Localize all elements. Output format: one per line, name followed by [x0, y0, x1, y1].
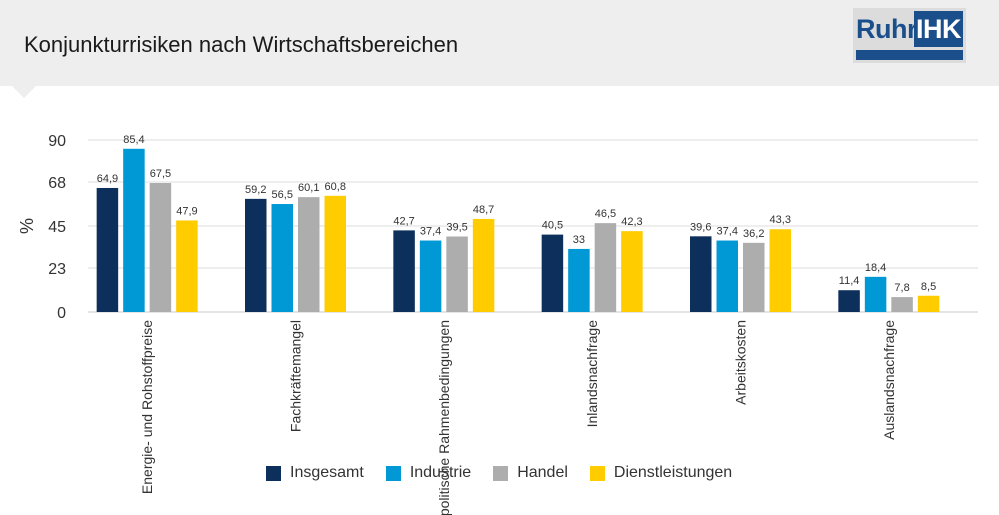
x-tick-label: Arbeitskosten [733, 320, 749, 405]
bar [393, 230, 415, 312]
y-tick-label: 0 [57, 305, 66, 322]
data-label: 56,5 [272, 189, 293, 201]
legend-item: Dienstleistungen [589, 464, 733, 482]
bar [176, 220, 198, 312]
header-notch [12, 86, 36, 98]
y-tick-label: 45 [48, 219, 66, 236]
data-label: 60,1 [298, 182, 319, 194]
page-title: Konjunkturrisiken nach Wirtschaftsbereic… [24, 32, 459, 57]
y-tick-label: 68 [48, 175, 66, 192]
bar [891, 297, 913, 312]
bar [271, 204, 293, 312]
data-label: 39,6 [690, 221, 711, 233]
data-label: 85,4 [123, 134, 144, 146]
bar [568, 248, 590, 312]
y-axis-label: % [17, 218, 37, 234]
bar [690, 236, 712, 312]
bar [245, 198, 267, 312]
data-label: 11,4 [839, 275, 860, 287]
legend-item: Handel [493, 464, 568, 482]
data-label: 47,9 [176, 205, 197, 217]
bar [96, 187, 119, 312]
legend-label: Handel [517, 464, 568, 481]
data-label: 36,2 [743, 228, 764, 240]
data-label: 43,3 [770, 214, 791, 226]
data-label: 39,5 [446, 222, 467, 234]
header-band: Konjunkturrisiken nach Wirtschaftsbereic… [0, 0, 999, 86]
data-label: 8,5 [921, 281, 936, 293]
logo-ihk-text: IHK [914, 11, 963, 47]
legend-label: Industrie [409, 464, 472, 481]
bar [743, 242, 765, 312]
data-label: 37,4 [717, 226, 738, 238]
bar [838, 290, 860, 312]
legend-label: Dienstleistungen [613, 464, 733, 481]
data-label: 46,5 [595, 208, 616, 220]
x-tick-label: Energie- und Rohstoffpreise [139, 320, 155, 494]
legend-swatch [266, 465, 281, 481]
bar [864, 276, 887, 312]
chart-legend: Insgesamt Industrie Handel Dienstleistungen [266, 462, 754, 484]
bar [419, 240, 442, 312]
legend-label: Insgesamt [290, 464, 364, 481]
legend-swatch [589, 465, 605, 481]
bar [594, 223, 617, 312]
bar [149, 183, 172, 312]
bar [324, 195, 346, 312]
data-label: 48,7 [473, 204, 494, 216]
bar [446, 236, 468, 312]
y-tick-label: 23 [48, 261, 66, 278]
data-label: 64,9 [97, 173, 118, 185]
bar [123, 148, 145, 312]
data-label: 37,4 [420, 226, 441, 238]
data-label: 42,7 [393, 215, 414, 227]
data-label: 18,4 [865, 262, 886, 274]
data-label: 40,5 [542, 220, 563, 232]
x-tick-label: Inlandsnachfrage [584, 320, 600, 428]
bar [472, 218, 495, 312]
bar [917, 295, 940, 312]
bar [541, 234, 564, 312]
data-label: 33 [573, 234, 585, 246]
bar [716, 240, 738, 312]
bar [769, 229, 791, 312]
legend-item: Industrie [385, 464, 472, 482]
y-tick-label: 90 [48, 133, 66, 150]
ruhr-ihk-logo: Ruhr IHK [853, 8, 966, 63]
logo-bar [856, 50, 963, 60]
bar [621, 231, 643, 312]
logo-ruhr-text: Ruhr [856, 14, 918, 44]
legend-swatch [493, 465, 509, 481]
legend-item: Insgesamt [266, 464, 364, 482]
x-tick-label: Auslandsnachfrage [881, 320, 897, 440]
x-tick-label: politische Rahmenbedingungen [436, 320, 452, 515]
legend-swatch [385, 465, 401, 481]
x-tick-label: Fachkräftemangel [288, 320, 304, 432]
bar [298, 197, 320, 312]
data-label: 67,5 [150, 168, 171, 180]
data-label: 42,3 [621, 216, 642, 228]
data-label: 7,8 [894, 282, 909, 294]
data-label: 59,2 [245, 184, 266, 196]
data-label: 60,8 [325, 181, 346, 193]
